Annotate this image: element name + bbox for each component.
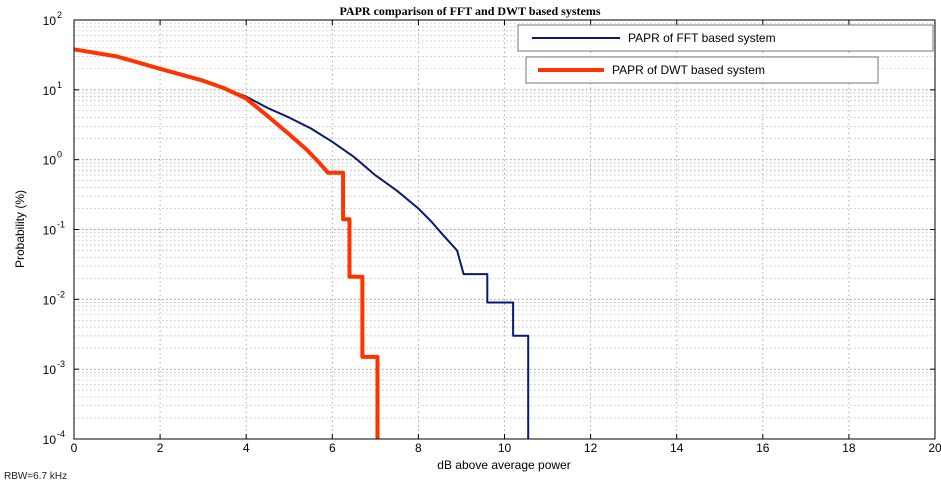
y-tick-exponent: 1 [57,80,62,90]
y-tick-label: 10 [43,433,57,447]
y-tick-exponent: -4 [57,429,65,439]
chart-title: PAPR comparison of FFT and DWT based sys… [339,4,600,18]
x-tick-label: 20 [928,441,941,455]
x-tick-label: 18 [842,441,856,455]
y-tick-label: 10 [43,224,57,238]
legend-dwt: PAPR of DWT based system [526,57,878,83]
x-axis-label: dB above average power [437,458,570,472]
y-tick-exponent: 2 [57,10,62,20]
legend-fft: PAPR of FFT based system [518,25,933,51]
x-tick-label: 10 [498,441,512,455]
y-tick-exponent: -3 [57,359,65,369]
x-tick-label: 8 [415,441,422,455]
y-tick-label: 10 [43,84,57,98]
x-tick-label: 0 [71,441,78,455]
y-tick-exponent: -1 [57,220,65,230]
x-tick-label: 16 [756,441,770,455]
legend-fft-label: PAPR of FFT based system [628,31,776,45]
x-tick-label: 2 [157,441,164,455]
y-tick-label: 10 [43,363,57,377]
y-tick-label: 10 [43,293,57,307]
y-tick-exponent: -2 [57,289,65,299]
x-tick-label: 12 [584,441,598,455]
x-tick-label: 4 [243,441,250,455]
y-tick-label: 10 [43,154,57,168]
rbw-footer-note: RBW=6.7 kHz [4,471,67,482]
y-tick-exponent: 0 [57,150,62,160]
x-tick-label: 6 [329,441,336,455]
x-tick-label: 14 [670,441,684,455]
y-axis-label: Probability (%) [13,190,27,268]
legend-dwt-label: PAPR of DWT based system [612,63,765,77]
y-tick-label: 10 [43,14,57,28]
